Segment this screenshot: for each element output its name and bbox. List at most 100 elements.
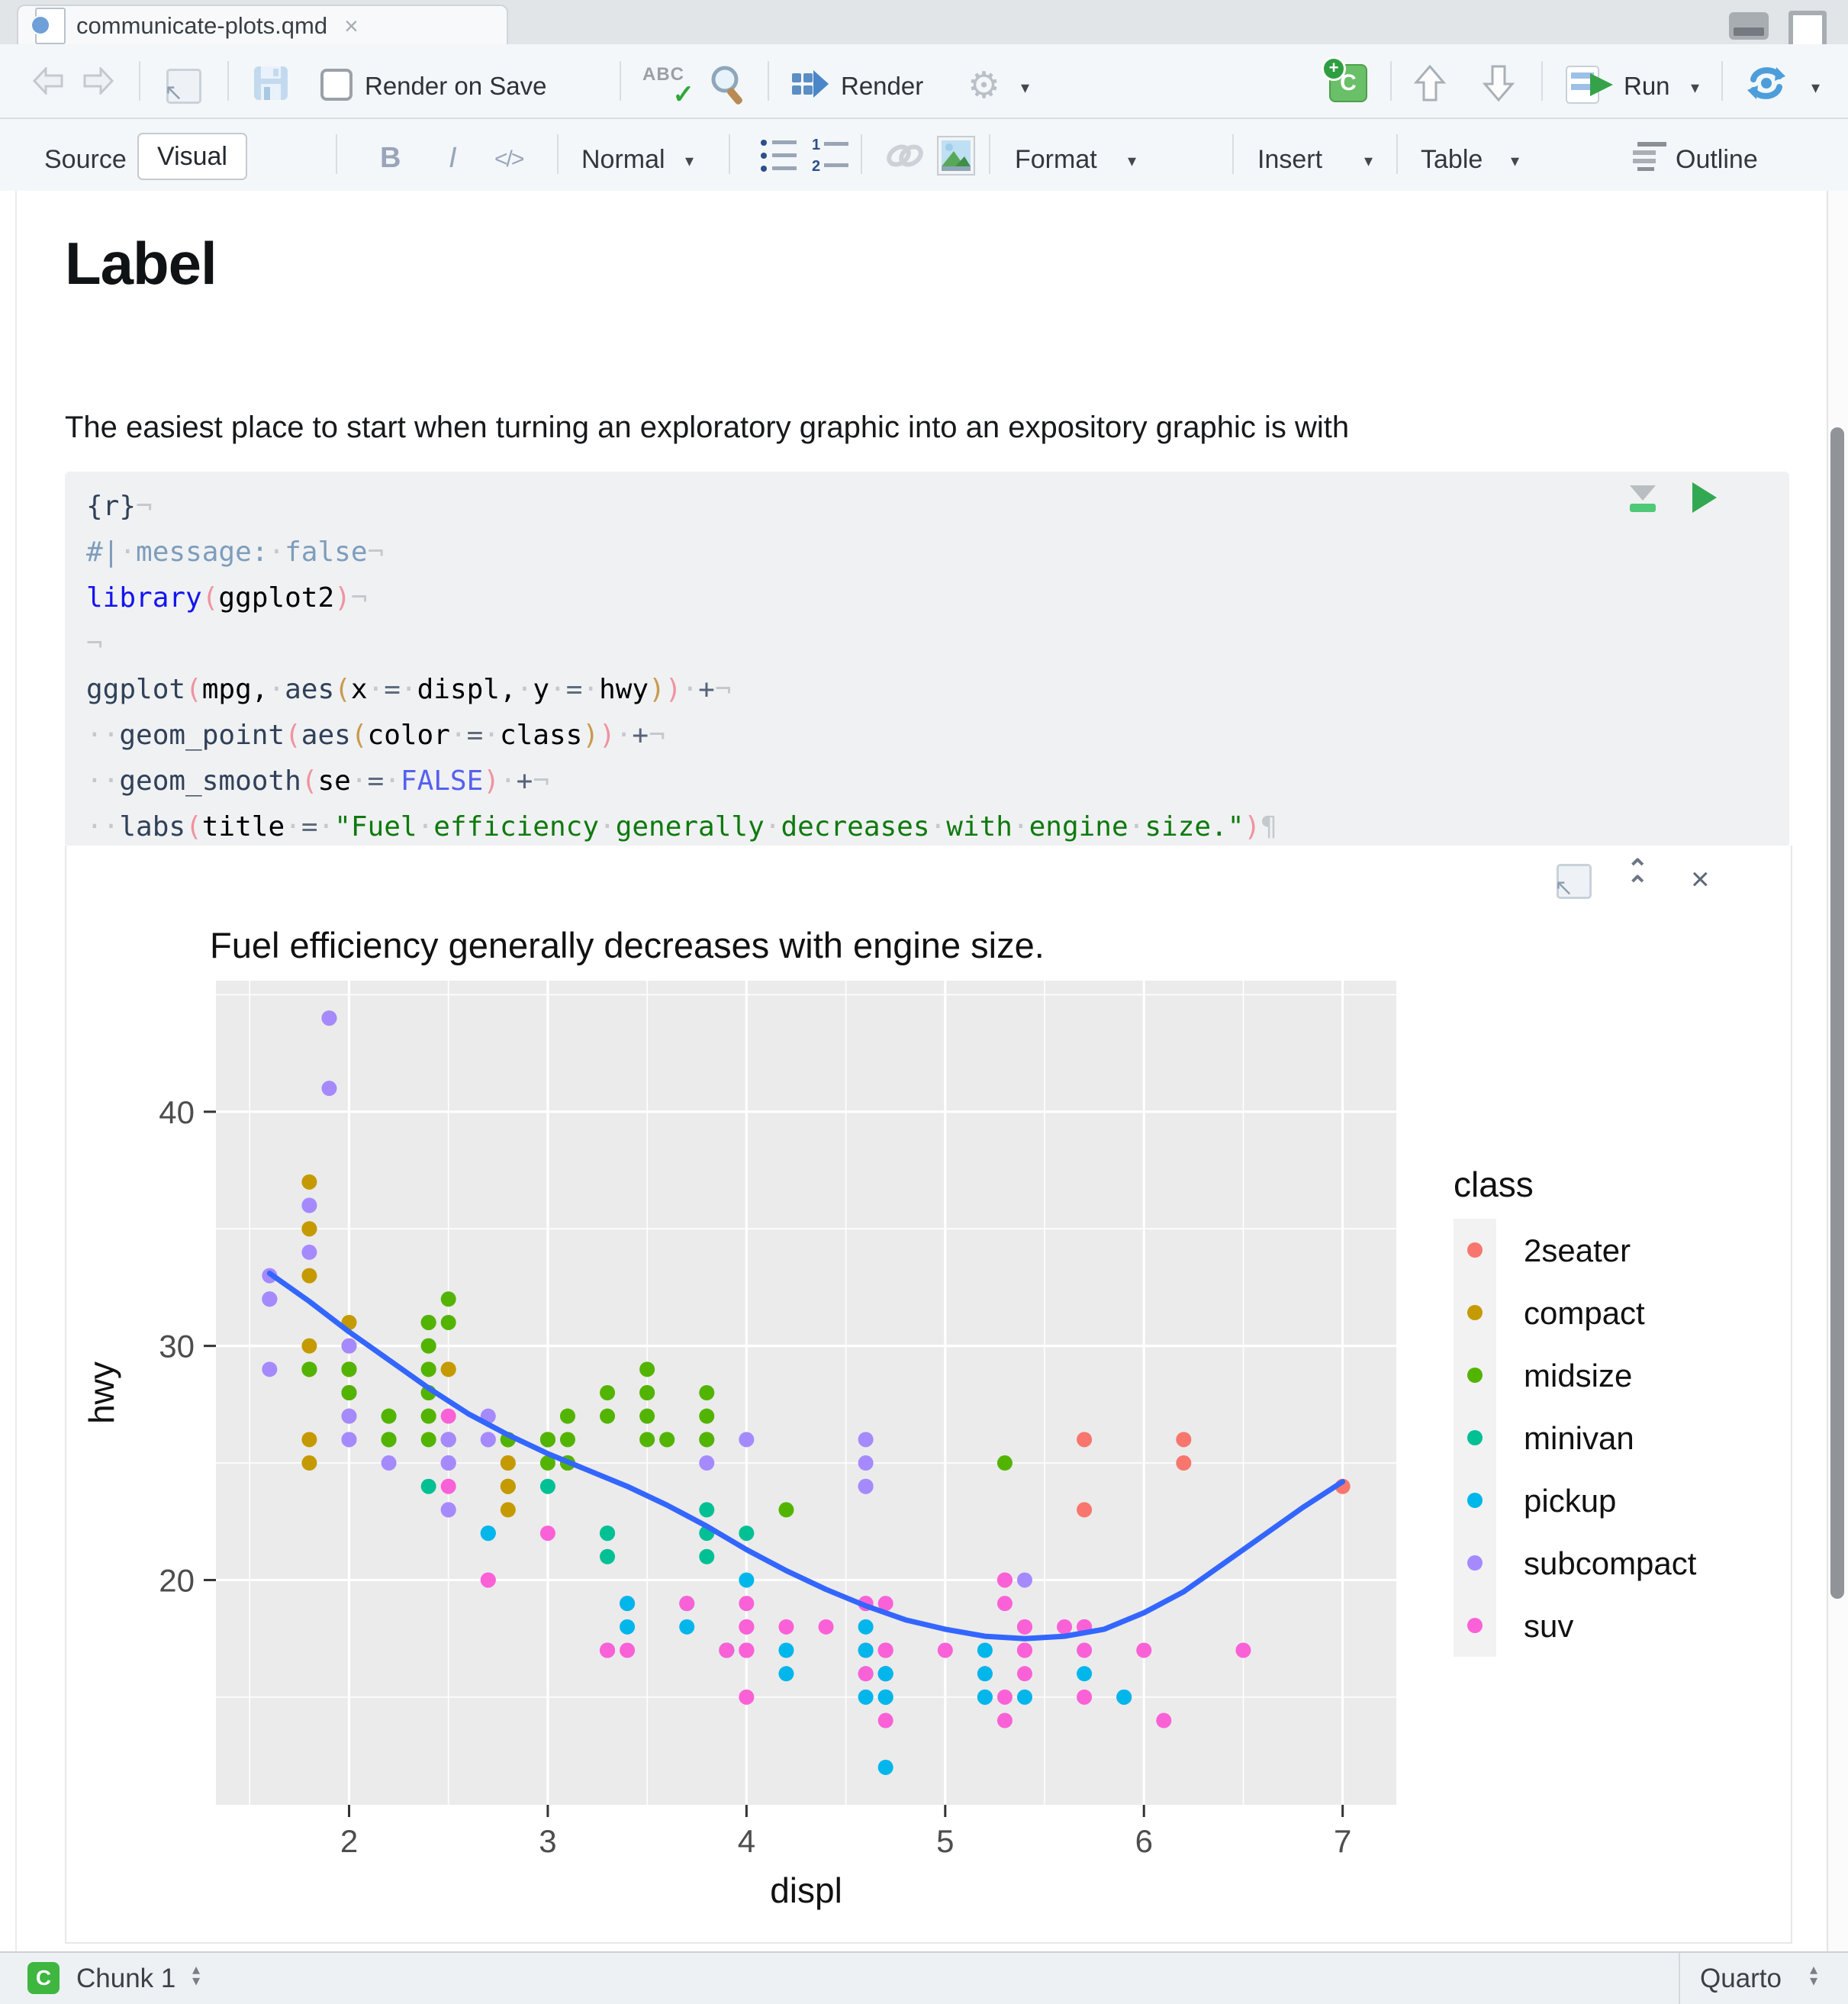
go-previous-chunk-icon[interactable]	[1413, 64, 1447, 102]
window-maximize-icon[interactable]	[1788, 11, 1827, 49]
inline-code-button[interactable]: </>	[494, 147, 524, 172]
x-tick-label: 2	[340, 1823, 358, 1859]
format-menu[interactable]: Format	[1015, 145, 1097, 174]
code-token: ·	[764, 811, 781, 843]
render-options-caret-icon[interactable]: ▾	[1021, 78, 1030, 97]
visual-mode-button[interactable]: Visual	[137, 133, 247, 180]
scatter-point	[679, 1596, 695, 1612]
bold-button[interactable]: B	[380, 142, 401, 174]
x-tick-label: 6	[1135, 1823, 1153, 1859]
insert-menu-caret-icon[interactable]: ▾	[1364, 151, 1373, 170]
paragraph-style-dropdown[interactable]: Normal	[581, 145, 665, 174]
scatter-point	[620, 1642, 636, 1658]
legend-label: suv	[1524, 1608, 1573, 1644]
chunk-navigator-spinner-icon[interactable]: ▴ ▾	[192, 1961, 201, 1990]
source-rerun-icon[interactable]	[1746, 66, 1787, 101]
bullet-list-icon[interactable]	[760, 137, 800, 174]
clear-output-icon[interactable]: ×	[1691, 861, 1710, 897]
run-options-caret-icon[interactable]: ▾	[1691, 78, 1700, 97]
outline-toggle[interactable]: Outline	[1676, 145, 1758, 174]
forward-arrow-icon[interactable]	[82, 67, 114, 95]
legend-dot	[1467, 1555, 1483, 1571]
code-token: +	[698, 674, 715, 705]
code-token: ··	[86, 765, 120, 797]
code-token: decreases	[781, 811, 930, 843]
code-chunk[interactable]: {r}¬ #|·message:·false¬ library(ggplot2)¬ ¬…	[65, 472, 1789, 847]
render-button[interactable]: Render	[841, 72, 924, 100]
toolbar-separator	[336, 134, 337, 174]
scatter-point	[600, 1526, 616, 1542]
scatter-point	[321, 1010, 337, 1026]
scatter-point	[1077, 1689, 1093, 1705]
toolbar-separator	[1541, 61, 1543, 101]
chunk-navigator[interactable]: Chunk 1	[76, 1964, 176, 1993]
gear-icon[interactable]: ⚙	[967, 66, 1001, 106]
window-minimize-icon[interactable]	[1729, 12, 1769, 40]
numbered-list-icon[interactable]: 12	[812, 137, 852, 174]
spellcheck-icon[interactable]: ABC ✓	[642, 64, 694, 109]
document-mode-spinner-icon[interactable]: ▴ ▾	[1810, 1961, 1818, 1990]
scatter-point	[301, 1244, 317, 1260]
open-in-new-window-icon[interactable]	[164, 69, 201, 106]
toolbar-separator	[227, 61, 229, 101]
run-button[interactable]: Run	[1624, 72, 1670, 100]
save-icon[interactable]	[253, 66, 288, 101]
scatter-point	[420, 1338, 436, 1354]
scatter-point	[679, 1619, 695, 1635]
paragraph-style-caret-icon[interactable]: ▾	[685, 151, 694, 170]
vertical-scrollbar-thumb[interactable]	[1830, 427, 1844, 1599]
code-token: ¶	[1260, 811, 1277, 843]
svg-text:1: 1	[812, 137, 820, 153]
link-icon[interactable]	[884, 139, 926, 172]
run-chunks-above-icon[interactable]	[1630, 485, 1659, 516]
output-popout-icon[interactable]	[1554, 864, 1592, 901]
toolbar-separator	[1721, 61, 1723, 101]
render-icon[interactable]	[790, 67, 830, 101]
scatter-point	[699, 1455, 715, 1471]
source-options-caret-icon[interactable]: ▾	[1811, 78, 1821, 97]
insert-menu[interactable]: Insert	[1257, 145, 1323, 174]
scatter-point	[480, 1526, 496, 1542]
tab-close-icon[interactable]: ×	[344, 11, 359, 40]
back-arrow-icon[interactable]	[32, 67, 64, 95]
tab-title: communicate-plots.qmd	[76, 12, 328, 39]
source-mode-button[interactable]: Source	[44, 145, 127, 174]
table-menu[interactable]: Table	[1421, 145, 1483, 174]
document-mode-selector[interactable]: Quarto	[1700, 1964, 1782, 1993]
code-token: ¬	[136, 491, 153, 522]
search-icon[interactable]	[708, 64, 748, 107]
scatter-point	[977, 1666, 993, 1682]
legend-dot	[1467, 1493, 1483, 1508]
code-token: hwy	[599, 674, 649, 705]
table-menu-caret-icon[interactable]: ▾	[1511, 151, 1520, 170]
status-divider	[1679, 1953, 1680, 2004]
code-token: aes	[301, 720, 351, 751]
code-line: ··labs(title·=·"Fuel·efficiency·generall…	[86, 804, 1277, 850]
main-toolbar: Render on Save ABC✓ Render ⚙ ▾ C Run ▾ ▾	[0, 44, 1848, 119]
code-token: x	[350, 674, 368, 705]
scatter-point	[420, 1478, 436, 1494]
document-tab[interactable]: communicate-plots.qmd ×	[17, 5, 508, 46]
code-token: ¬	[714, 674, 732, 705]
x-tick-label: 4	[738, 1823, 755, 1859]
x-tick-label: 3	[539, 1823, 556, 1859]
scatter-point	[440, 1314, 456, 1330]
insert-chunk-icon[interactable]: C	[1322, 56, 1367, 102]
scatter-point	[1077, 1432, 1093, 1448]
scatter-point	[639, 1432, 655, 1448]
scatter-point	[600, 1408, 616, 1424]
code-token: ggplot2	[218, 582, 335, 614]
run-play-icon[interactable]	[1589, 72, 1615, 98]
italic-button[interactable]: I	[449, 142, 457, 174]
go-next-chunk-icon[interactable]	[1482, 64, 1515, 102]
run-current-chunk-icon[interactable]	[1692, 482, 1717, 513]
scatter-point	[877, 1666, 893, 1682]
svg-text:2: 2	[812, 158, 820, 174]
format-menu-caret-icon[interactable]: ▾	[1128, 151, 1137, 170]
code-token: ¬	[367, 536, 385, 568]
render-on-save-checkbox[interactable]	[320, 69, 353, 101]
outline-icon[interactable]	[1633, 140, 1666, 171]
scatter-point	[1016, 1666, 1032, 1682]
scatter-point	[719, 1642, 735, 1658]
image-icon[interactable]	[937, 136, 975, 176]
